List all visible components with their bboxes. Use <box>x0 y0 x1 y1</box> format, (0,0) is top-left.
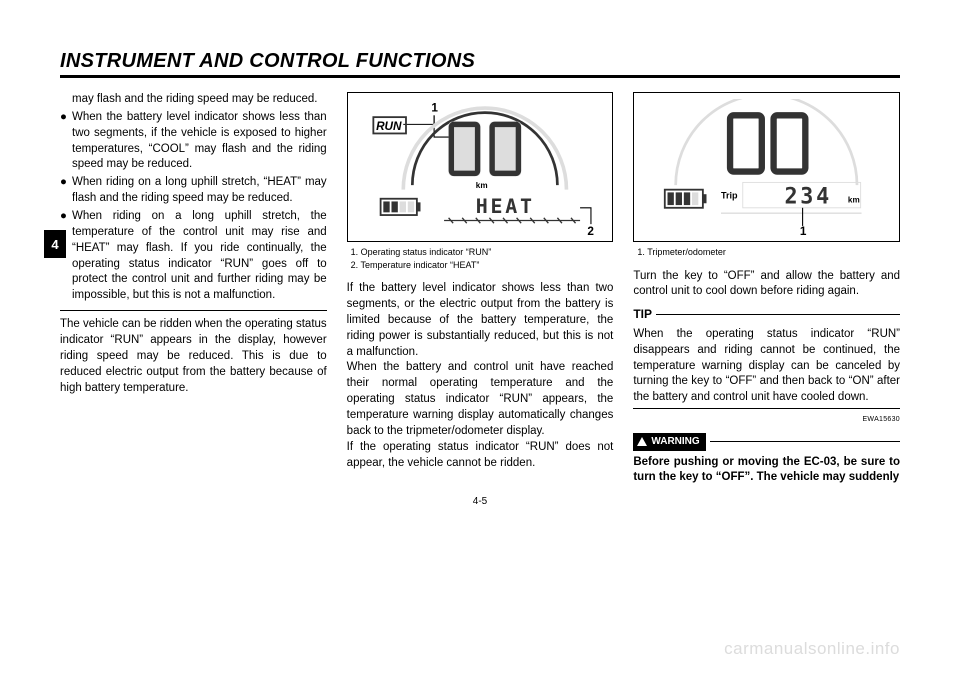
bullet-icon: ● <box>60 110 72 173</box>
digit-bg <box>448 122 521 176</box>
tip-text: When the operating status indicator “RUN… <box>633 327 900 406</box>
figure-trip-display: Trip 234 km 1 <box>633 92 900 242</box>
callout-label: 2 <box>587 225 594 235</box>
battery-icon <box>380 199 420 215</box>
bullet-text: When riding on a long uphill stretch, “H… <box>72 175 327 207</box>
display-svg: Trip 234 km 1 <box>640 99 893 235</box>
svg-text:HEAT: HEAT <box>475 194 534 218</box>
caption-line: 2. Temperature indicator “HEAT” <box>351 259 614 272</box>
caption-line: 1. Tripmeter/odometer <box>637 246 900 259</box>
bullet-text: When riding on a long uphill stretch, th… <box>72 209 327 304</box>
tip-label: TIP <box>633 306 652 323</box>
columns: may flash and the riding speed may be re… <box>60 92 900 486</box>
bullet-icon: ● <box>60 175 72 207</box>
warning-label: WARNING <box>651 435 699 449</box>
caption-line: 1. Operating status indicator “RUN” <box>351 246 614 259</box>
page-number: 4-5 <box>60 496 900 507</box>
paragraph: Turn the key to “OFF” and allow the batt… <box>633 269 900 301</box>
list-item: ● When riding on a long uphill stretch, … <box>60 175 327 207</box>
bullet-text: When the battery level indicator shows l… <box>72 110 327 173</box>
column-3: Trip 234 km 1 1. Tripmeter/odometer Turn… <box>633 92 900 486</box>
callout-label: 1 <box>800 225 807 235</box>
section-tab: 4 <box>44 230 66 258</box>
heat-display: HEAT <box>444 194 580 223</box>
divider <box>633 408 900 409</box>
paragraph: The vehicle can be ridden when the opera… <box>60 317 327 396</box>
tip-heading: TIP <box>633 306 900 323</box>
paragraph: If the battery level indicator shows les… <box>347 281 614 360</box>
warning-heading: WARNING <box>633 433 900 451</box>
warning-text: Before pushing or moving the EC-03, be s… <box>633 455 900 487</box>
list-item: ● When riding on a long uphill stretch, … <box>60 209 327 304</box>
page: INSTRUMENT AND CONTROL FUNCTIONS 4 may f… <box>0 0 960 679</box>
bullet-text: may flash and the riding speed may be re… <box>72 92 327 108</box>
paragraph: When the battery and control unit have r… <box>347 360 614 439</box>
run-label: RUN <box>376 120 402 133</box>
display-svg: 1 RUN <box>354 99 607 235</box>
bullet-list: may flash and the riding speed may be re… <box>60 92 327 304</box>
tip-rule <box>656 314 900 315</box>
digit-00 <box>730 115 805 171</box>
bullet-icon <box>60 92 72 108</box>
column-2: 1 RUN <box>347 92 614 486</box>
warning-code: EWA15630 <box>633 415 900 425</box>
list-item: may flash and the riding speed may be re… <box>60 92 327 108</box>
page-title: INSTRUMENT AND CONTROL FUNCTIONS <box>60 50 900 73</box>
callout-label: 1 <box>431 102 438 115</box>
divider <box>60 310 327 311</box>
trip-value: 234 <box>785 184 832 209</box>
watermark: carmanualsonline.info <box>724 639 900 659</box>
warning-rule <box>710 441 900 442</box>
warning-triangle-icon <box>637 437 647 446</box>
trip-label: Trip <box>721 191 738 201</box>
page-header: INSTRUMENT AND CONTROL FUNCTIONS <box>60 50 900 78</box>
figure-caption: 1. Operating status indicator “RUN” 2. T… <box>351 246 614 271</box>
figure-caption: 1. Tripmeter/odometer <box>637 246 900 259</box>
paragraph: If the operating status indicator “RUN” … <box>347 440 614 472</box>
km-label: km <box>848 195 860 204</box>
list-item: ● When the battery level indicator shows… <box>60 110 327 173</box>
warning-badge: WARNING <box>633 433 705 451</box>
figure-heat-display: 1 RUN <box>347 92 614 242</box>
column-1: may flash and the riding speed may be re… <box>60 92 327 486</box>
battery-icon <box>665 190 707 208</box>
km-label: km <box>475 181 487 190</box>
